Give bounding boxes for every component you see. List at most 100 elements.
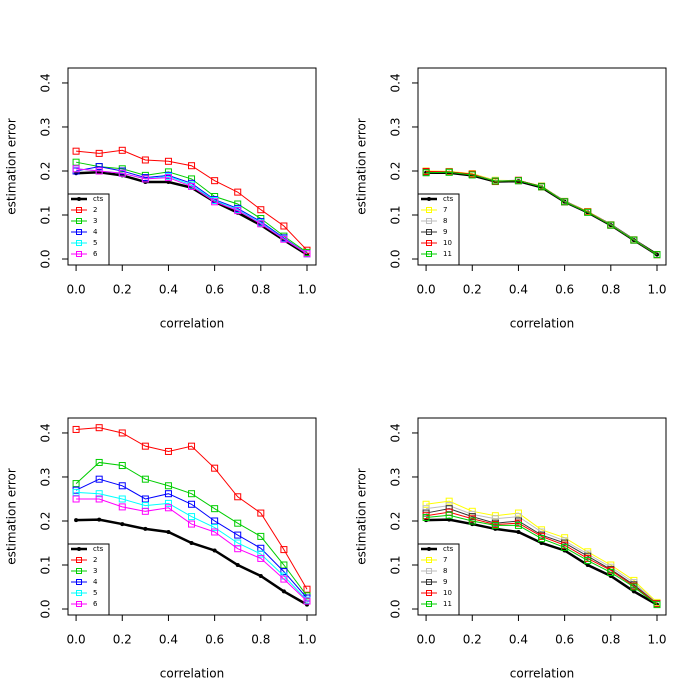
point [72,147,80,155]
x-axis-label: correlation [510,667,574,681]
point [141,156,149,164]
point [257,220,265,228]
point [118,495,126,503]
point [538,535,546,543]
series-line [76,491,308,601]
point [166,529,171,534]
point [95,490,103,498]
point [188,490,196,498]
panel: 0.0 0.2 0.4 0.6 0.8 1.0 0.0 0.1 0.2 0.3 0.4 correla… [5,417,317,681]
x-tick-label: 0.0 [67,283,86,297]
y-tick-label: 0.1 [389,555,403,574]
point [164,490,172,498]
legend-marker [77,547,81,551]
series-line [426,171,658,256]
x-tick-label: 0.8 [251,633,270,647]
legend-box [67,193,110,266]
point [95,149,103,157]
y-tick-label: 0.2 [39,511,53,530]
point [514,521,522,529]
x-tick-label: 1.0 [647,633,666,647]
point [280,575,288,583]
point [95,475,103,483]
legend-marker [76,568,82,574]
y-axis-label: estimation error [5,118,19,215]
point [164,482,172,490]
legend-label: cts [443,195,454,203]
point [188,513,196,521]
point [211,517,219,525]
point [211,464,219,472]
point [211,528,219,536]
panel: 0.0 0.2 0.4 0.6 0.8 1.0 0.0 0.1 0.2 0.3 0.4 correla… [355,67,667,331]
legend-label: 6 [93,250,98,258]
point [211,505,219,513]
x-tick-label: 1.0 [647,283,666,297]
point [118,429,126,437]
point [234,188,242,196]
point [491,521,499,529]
point [211,524,219,532]
legend-label: 7 [443,206,447,214]
point [280,561,288,569]
point [608,574,613,579]
y-tick-label: 0.2 [389,161,403,180]
legend-marker [426,601,432,607]
point [188,442,196,450]
x-tick-label: 0.8 [601,633,620,647]
point [538,183,546,191]
point [653,601,661,609]
point [72,425,80,433]
point [97,517,102,522]
x-tick-label: 0.4 [159,633,178,647]
x-tick-label: 0.8 [251,283,270,297]
y-tick-label: 0.3 [389,467,403,486]
point [280,546,288,554]
point [445,497,453,505]
series-line [76,168,308,255]
legend-label: 5 [93,589,97,597]
y-tick-label: 0.0 [39,599,53,618]
plot-box [67,67,317,266]
point [257,532,265,540]
point [235,563,240,568]
x-tick-label: 0.6 [555,283,574,297]
legend-label: 3 [93,217,97,225]
series-line [75,166,308,255]
point [561,543,569,551]
point [280,235,288,243]
panel: 0.0 0.2 0.4 0.6 0.8 1.0 0.0 0.1 0.2 0.3 0.4 correla… [355,417,667,681]
legend-marker [426,218,432,224]
point [95,424,103,432]
point [445,168,453,176]
panel: 0.0 0.2 0.4 0.6 0.8 1.0 0.0 0.1 0.2 0.3 0.4 correla… [5,67,317,331]
point [164,157,172,165]
legend-label: 10 [443,239,452,247]
x-tick-label: 0.2 [113,283,132,297]
x-tick-label: 0.2 [463,283,482,297]
legend-marker [426,229,432,235]
legend-label: 2 [93,556,97,564]
legend-label: 8 [443,567,447,575]
plot-box [417,67,667,266]
y-axis-label: estimation error [355,118,369,215]
legend-label: 4 [93,578,98,586]
point [280,568,288,576]
legend-marker [426,240,432,246]
point [74,518,79,523]
legend-marker [76,601,82,607]
legend-box [417,543,460,616]
point [143,526,148,531]
point [141,495,149,503]
point [257,550,265,558]
point [607,568,615,576]
x-tick-label: 1.0 [297,633,316,647]
legend-marker [426,251,432,257]
point [141,442,149,450]
series-line [426,171,658,256]
point [188,162,196,170]
point [72,495,80,503]
legend-marker [76,579,82,585]
series-line [426,500,658,603]
